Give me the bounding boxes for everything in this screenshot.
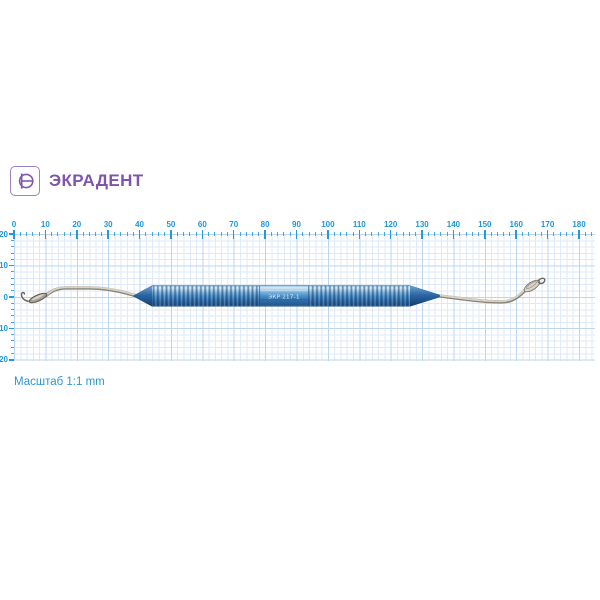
ekradent-eye-icon: [18, 173, 34, 189]
left-knurl: [152, 285, 259, 307]
left-working-end: [20, 286, 137, 304]
scale-note: Масштаб 1:1 mm: [14, 376, 105, 388]
brand-logo-box: [10, 166, 40, 196]
brand-logo: ЭКРАДЕНТ: [10, 166, 144, 196]
right-tip: [523, 279, 541, 293]
left-tip: [28, 292, 48, 304]
handle-engraving: ЭКР 217-1: [268, 294, 300, 300]
right-knurl: [309, 285, 410, 307]
right-cone: [410, 285, 443, 307]
instrument-handle: ЭКР 217-1: [132, 285, 444, 307]
left-cone: [133, 285, 152, 307]
brand-name: ЭКРАДЕНТ: [49, 171, 144, 190]
right-working-end: [439, 277, 546, 304]
